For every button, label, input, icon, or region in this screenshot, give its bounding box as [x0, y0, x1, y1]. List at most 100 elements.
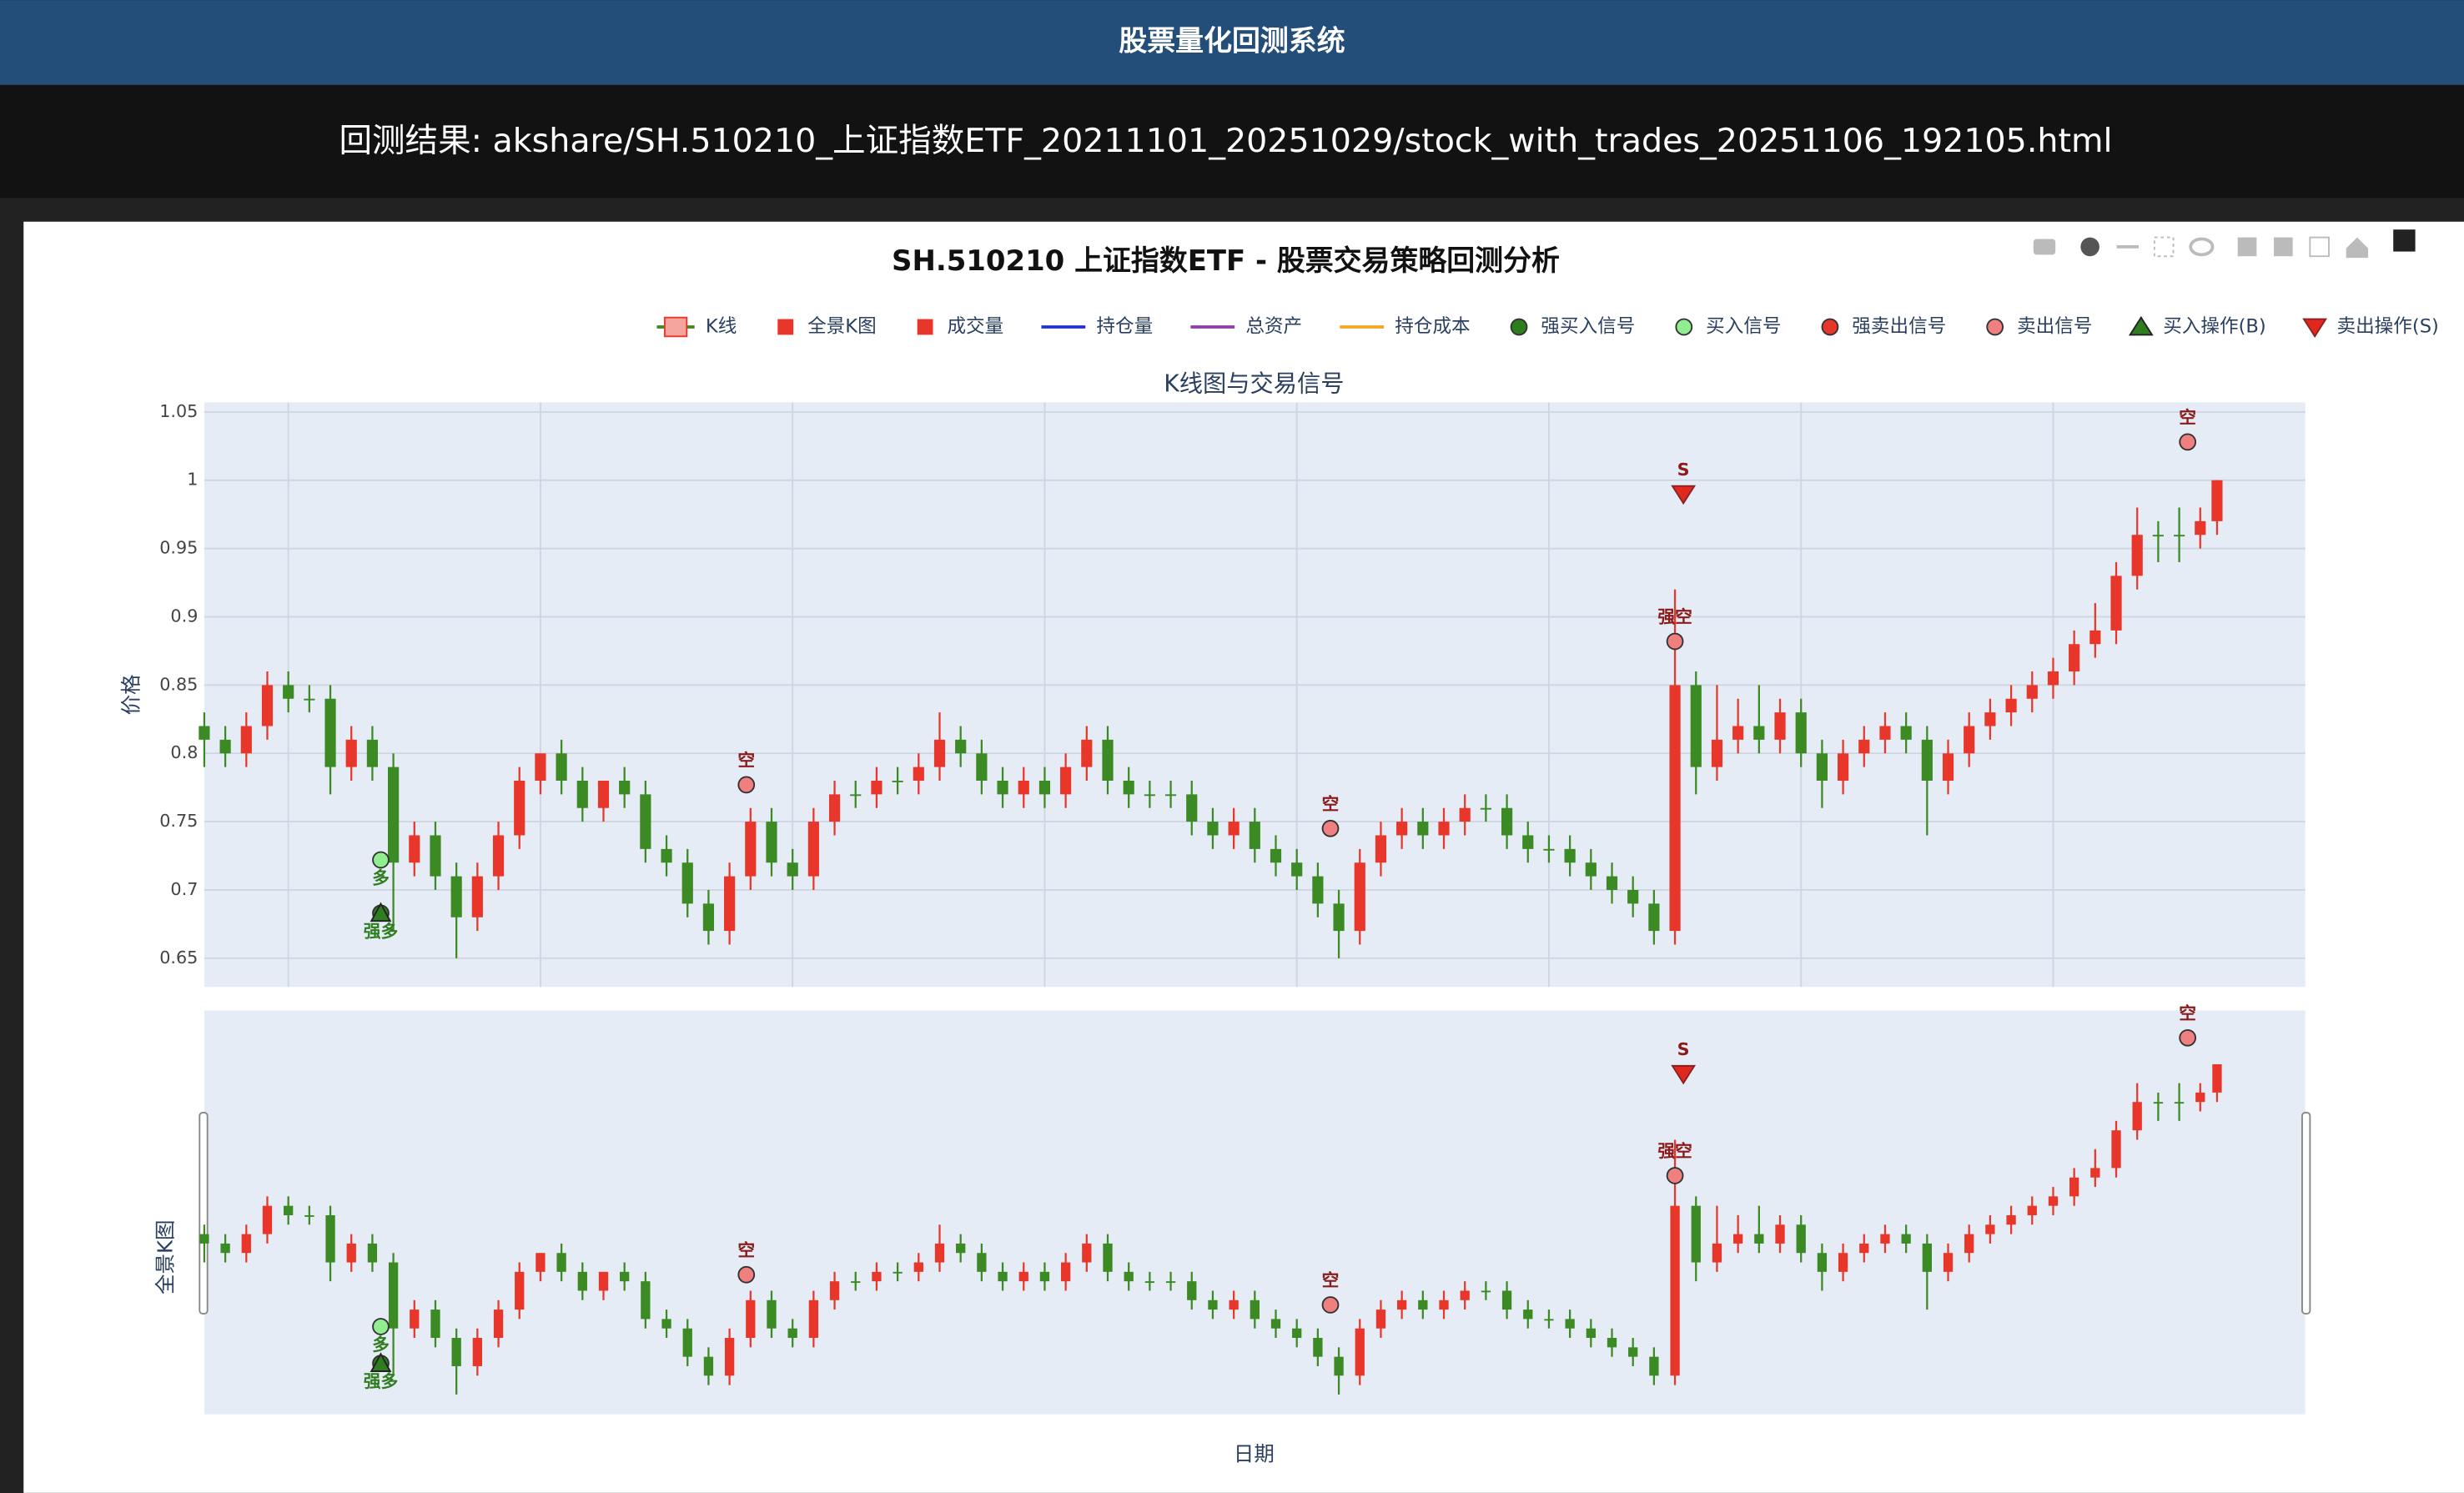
- toolbar: [2033, 229, 2416, 259]
- legend-symbol: [1986, 318, 2004, 336]
- candle-body: [2174, 535, 2185, 537]
- toolbar-icon[interactable]: [2189, 237, 2215, 257]
- candle-body: [1711, 739, 1723, 767]
- candle-body: [1480, 807, 1491, 810]
- signal-marker[interactable]: [737, 1265, 756, 1284]
- toolbar-icon[interactable]: [2393, 229, 2416, 252]
- legend-label[interactable]: K线: [706, 315, 737, 337]
- candle-body: [2211, 480, 2223, 521]
- candle-body: [892, 780, 903, 782]
- top-bar: [0, 0, 2464, 85]
- candle-body: [997, 780, 1008, 795]
- signal-marker[interactable]: [1321, 1296, 1340, 1314]
- x-axis-label: 日期: [1234, 1442, 1275, 1466]
- legend-label[interactable]: 成交量: [947, 315, 1003, 337]
- range-handle[interactable]: [199, 1112, 209, 1315]
- toolbar-icon[interactable]: [2080, 237, 2099, 257]
- candle-body: [681, 862, 693, 904]
- candle-body: [1354, 862, 1365, 932]
- candle-body: [1018, 780, 1029, 795]
- candle-body: [241, 1234, 251, 1254]
- candle-body: [1375, 1310, 1386, 1329]
- signal-marker[interactable]: [372, 1318, 390, 1335]
- candle-body: [1922, 1243, 1932, 1272]
- candle-body: [1627, 889, 1639, 904]
- candle-body: [1754, 1234, 1764, 1244]
- toolbar-icon[interactable]: [2309, 236, 2330, 258]
- toolbar-icon[interactable]: [2274, 237, 2293, 257]
- legend-label[interactable]: 强卖出信号: [1852, 315, 1946, 337]
- trade-marker[interactable]: [1671, 1064, 1697, 1085]
- candle-body: [1312, 876, 1324, 904]
- candle-body: [1964, 1234, 1974, 1254]
- trade-marker[interactable]: [370, 1352, 392, 1372]
- candle-body: [2195, 1092, 2205, 1103]
- candle-body: [955, 739, 967, 754]
- candle-body: [1418, 1299, 1428, 1310]
- signal-marker[interactable]: [1666, 1167, 1684, 1184]
- candle-body: [2212, 1063, 2222, 1093]
- signal-marker[interactable]: [2179, 1028, 2197, 1047]
- legend-label[interactable]: 买入信号: [1706, 315, 1781, 337]
- signal-label: 空: [2179, 1003, 2196, 1023]
- signal-marker[interactable]: [737, 776, 756, 794]
- legend-label[interactable]: 总资产: [1245, 315, 1302, 337]
- candle-body: [2048, 1196, 2059, 1206]
- toolbar-icon[interactable]: [2346, 237, 2369, 259]
- signal-marker[interactable]: [1666, 632, 1684, 651]
- candle-body: [556, 753, 567, 781]
- signal-label: S: [1677, 460, 1690, 480]
- candle-body: [1124, 1271, 1134, 1282]
- candle-body: [261, 685, 274, 726]
- candle-body: [1985, 1224, 1995, 1234]
- candle-body: [346, 1243, 356, 1263]
- candle-body: [1543, 848, 1555, 851]
- legend-label[interactable]: 强买入信号: [1541, 315, 1635, 337]
- trade-marker[interactable]: [1671, 485, 1697, 505]
- candle-body: [850, 794, 862, 797]
- candle-body: [2110, 576, 2122, 631]
- legend-label[interactable]: 持仓成本: [1395, 315, 1470, 337]
- candle-body: [1690, 685, 1702, 767]
- candle-body: [2131, 535, 2143, 576]
- candle-body: [1207, 822, 1219, 836]
- signal-label: 空: [2179, 408, 2196, 428]
- candle-body: [1039, 1271, 1050, 1282]
- candle-body: [598, 1271, 609, 1291]
- candle-body: [976, 753, 988, 781]
- candle-body: [1732, 726, 1744, 740]
- toolbar-icon[interactable]: [2116, 245, 2140, 249]
- legend-label[interactable]: 卖出操作(S): [2337, 315, 2439, 337]
- candle-body: [1208, 1299, 1218, 1310]
- legend-label[interactable]: 全景K图: [807, 315, 877, 337]
- candle-body: [1649, 1356, 1659, 1376]
- trade-marker[interactable]: [370, 902, 392, 922]
- signal-label: 强多: [364, 921, 399, 941]
- legend-label[interactable]: 买入操作(B): [2163, 315, 2266, 337]
- result-path: 回测结果: akshare/SH.510210_上证指数ETF_20211101…: [339, 122, 2112, 160]
- signal-marker[interactable]: [2179, 433, 2197, 451]
- candle-body: [1144, 794, 1155, 797]
- toolbar-icon[interactable]: [2237, 237, 2257, 257]
- subplot-title: K线图与交易信号: [1164, 370, 1344, 398]
- range-handle[interactable]: [2301, 1112, 2311, 1315]
- candle-body: [1712, 1243, 1722, 1263]
- candle-body: [998, 1271, 1008, 1282]
- legend-label[interactable]: 持仓量: [1096, 315, 1153, 337]
- candle-body: [1544, 1319, 1554, 1321]
- legend-label[interactable]: 卖出信号: [2017, 315, 2092, 337]
- candle-body: [1187, 1281, 1197, 1300]
- legend-symbol: [1675, 318, 1693, 336]
- candle-body: [1459, 807, 1471, 822]
- toolbar-icon[interactable]: [2153, 236, 2175, 258]
- candle-body: [619, 780, 631, 795]
- candle-body: [450, 876, 462, 917]
- candle-body: [1291, 862, 1303, 877]
- signal-label: 多: [372, 1335, 390, 1355]
- toolbar-icon[interactable]: [2033, 239, 2056, 255]
- candle-body: [807, 822, 819, 877]
- signal-marker[interactable]: [1321, 819, 1340, 837]
- legend-symbol: [777, 319, 794, 335]
- signal-marker[interactable]: [372, 851, 390, 869]
- candle-body: [199, 1234, 209, 1244]
